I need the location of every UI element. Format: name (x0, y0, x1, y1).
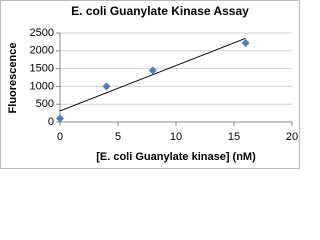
data-point (241, 38, 250, 47)
y-tick-label: 500 (36, 98, 54, 110)
data-point (148, 66, 157, 75)
trendline (59, 37, 246, 112)
chart-title: E. coli Guanylate Kinase Assay (71, 4, 249, 18)
x-tick-label: 5 (115, 131, 121, 143)
y-tick-label: 2500 (30, 27, 54, 39)
y-axis-label: Fluorescence (7, 43, 19, 114)
x-tick-label: 15 (228, 131, 240, 143)
x-tick-label: 0 (57, 131, 63, 143)
data-point (102, 82, 111, 91)
x-axis-label: [E. coli Guanylate kinase] (nM) (96, 151, 256, 163)
y-tick-label: 2000 (30, 45, 54, 57)
y-tick-label: 0 (48, 116, 54, 128)
x-tick-label: 20 (286, 131, 298, 143)
x-tick-label: 10 (170, 131, 182, 143)
chart: E. coli Guanylate Kinase Assay Fluoresce… (0, 0, 300, 169)
chart-border (0, 0, 300, 169)
y-tick-label: 1000 (30, 80, 54, 92)
y-tick-label: 1500 (30, 63, 54, 75)
data-point (56, 114, 64, 123)
